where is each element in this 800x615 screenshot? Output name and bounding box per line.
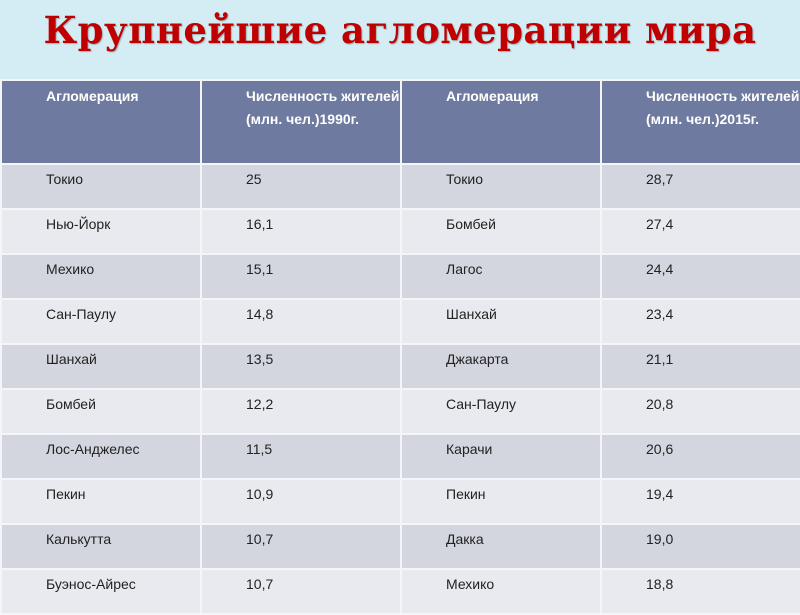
population-2015-cell: 19,0 <box>600 523 800 570</box>
header-population-1990: Численность жителей (млн. чел.)1990г. <box>200 79 402 165</box>
table-row: Калькутта 10,7 Дакка 19,0 <box>0 523 800 570</box>
table-row: Сан-Паулу 14,8 Шанхай 23,4 <box>0 298 800 345</box>
population-2015-cell: 19,4 <box>600 478 800 525</box>
header-agglomeration-2015: Агломерация <box>400 79 602 165</box>
population-2015-cell: 21,1 <box>600 343 800 390</box>
population-2015-cell: 28,7 <box>600 163 800 210</box>
table-row: Бомбей 12,2 Сан-Паулу 20,8 <box>0 388 800 435</box>
header-agglomeration-1990: Агломерация <box>0 79 202 165</box>
city-1990-cell: Бомбей <box>0 388 202 435</box>
city-1990-cell: Мехико <box>0 253 202 300</box>
table-row: Нью-Йорк 16,1 Бомбей 27,4 <box>0 208 800 255</box>
city-1990-cell: Сан-Паулу <box>0 298 202 345</box>
table-header-row: Агломерация Численность жителей (млн. че… <box>0 79 800 165</box>
table-row: Пекин 10,9 Пекин 19,4 <box>0 478 800 525</box>
city-1990-cell: Лос-Анджелес <box>0 433 202 480</box>
city-2015-cell: Сан-Паулу <box>400 388 602 435</box>
population-1990-cell: 15,1 <box>200 253 402 300</box>
population-1990-cell: 13,5 <box>200 343 402 390</box>
agglomerations-table: Агломерация Численность жителей (млн. че… <box>0 79 800 615</box>
population-2015-cell: 18,8 <box>600 568 800 615</box>
population-1990-cell: 14,8 <box>200 298 402 345</box>
population-2015-cell: 27,4 <box>600 208 800 255</box>
city-2015-cell: Лагос <box>400 253 602 300</box>
city-1990-cell: Нью-Йорк <box>0 208 202 255</box>
population-1990-cell: 16,1 <box>200 208 402 255</box>
city-2015-cell: Мехико <box>400 568 602 615</box>
slide-title: Крупнейшие агломерации мира <box>43 8 757 52</box>
table-row: Токио 25 Токио 28,7 <box>0 163 800 210</box>
city-2015-cell: Джакарта <box>400 343 602 390</box>
table-row: Лос-Анджелес 11,5 Карачи 20,6 <box>0 433 800 480</box>
population-1990-cell: 11,5 <box>200 433 402 480</box>
population-2015-cell: 24,4 <box>600 253 800 300</box>
table-row: Буэнос-Айрес 10,7 Мехико 18,8 <box>0 568 800 615</box>
city-1990-cell: Буэнос-Айрес <box>0 568 202 615</box>
population-1990-cell: 10,9 <box>200 478 402 525</box>
city-2015-cell: Пекин <box>400 478 602 525</box>
population-1990-cell: 10,7 <box>200 568 402 615</box>
population-2015-cell: 20,8 <box>600 388 800 435</box>
population-1990-cell: 25 <box>200 163 402 210</box>
city-2015-cell: Карачи <box>400 433 602 480</box>
table-row: Мехико 15,1 Лагос 24,4 <box>0 253 800 300</box>
city-1990-cell: Шанхай <box>0 343 202 390</box>
city-2015-cell: Токио <box>400 163 602 210</box>
city-1990-cell: Токио <box>0 163 202 210</box>
population-1990-cell: 12,2 <box>200 388 402 435</box>
city-2015-cell: Шанхай <box>400 298 602 345</box>
city-1990-cell: Калькутта <box>0 523 202 570</box>
city-2015-cell: Бомбей <box>400 208 602 255</box>
population-2015-cell: 20,6 <box>600 433 800 480</box>
table-row: Шанхай 13,5 Джакарта 21,1 <box>0 343 800 390</box>
population-2015-cell: 23,4 <box>600 298 800 345</box>
header-population-2015: Численность жителей (млн. чел.)2015г. <box>600 79 800 165</box>
city-2015-cell: Дакка <box>400 523 602 570</box>
population-1990-cell: 10,7 <box>200 523 402 570</box>
city-1990-cell: Пекин <box>0 478 202 525</box>
